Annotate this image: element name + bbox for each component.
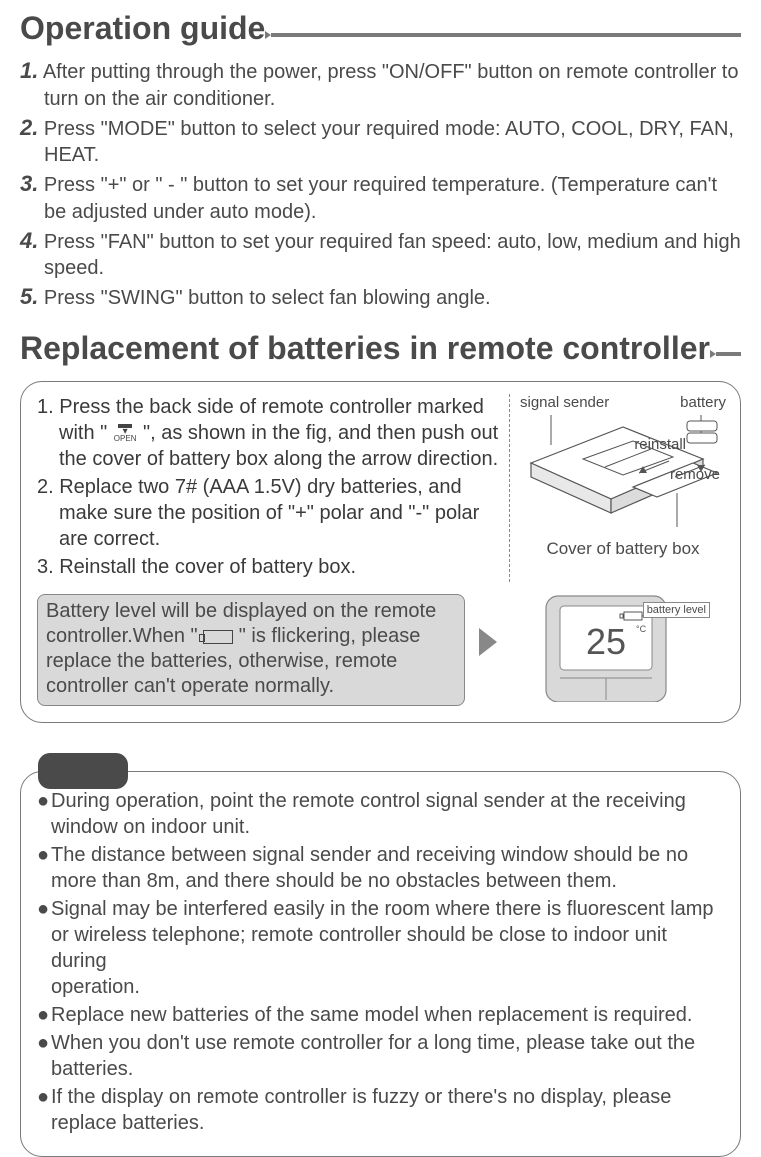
step-4: 4. Press "FAN" button to set your requir… [20,227,741,282]
note-fragment: controller.When " [46,625,198,647]
operation-guide-title: Operation guide [20,10,271,47]
step-3: 3. Press "+" or " - " button to set your… [20,170,741,225]
bullet-dot: ● [37,896,51,1000]
note-bullet: ● During operation, point the remote con… [37,788,724,840]
step-text-cont: be adjusted under auto mode). [20,199,741,225]
rstep-2: 2. Replace two 7# (AAA 1.5V) dry batteri… [37,474,501,552]
rstep-fragment: ", as shown in the fig, and then push ou… [143,422,498,444]
rstep-fragment: with " [59,422,107,444]
step-1: 1. After putting through the power, pres… [20,57,741,112]
rstep-text: 3. Reinstall the cover of battery box. [37,556,356,578]
step-number: 5. [20,284,38,309]
bullet-line: When you don't use remote controller for… [51,1032,695,1054]
bullet-line: batteries. [51,1056,724,1082]
note-line: replace the batteries, otherwise, remote [46,649,456,674]
note-line: Battery level will be displayed on the r… [46,599,456,624]
step-text: Press "FAN" button to set your required … [44,231,741,253]
battery-label: battery [680,394,726,411]
display-value-text: 25 [586,621,626,662]
replacement-header: Replacement of batteries in remote contr… [20,330,741,367]
step-number: 2. [20,115,38,140]
bullet-dot: ● [37,1084,51,1136]
bullet-dot: ● [37,842,51,894]
bullet-line: Signal may be interfered easily in the r… [51,898,714,920]
battery-note-box: Battery level will be displayed on the r… [37,594,465,706]
battery-level-label: battery level [643,602,710,618]
step-text-cont: HEAT. [20,142,741,168]
rstep-text-cont: with " ▾OPEN ", as shown in the fig, and… [37,420,501,446]
remote-front-diagram: 25 °C battery level [524,592,716,707]
rstep-text-cont: the cover of battery box along the arrow… [37,446,501,472]
note-tab [38,753,128,789]
operation-guide-header: Operation guide [20,10,741,47]
step-text: Press "SWING" button to select fan blowi… [44,287,491,309]
display-unit-text: °C [636,624,647,634]
reinstall-label: reinstall [634,436,686,453]
rstep-text: 1. Press the back side of remote control… [37,396,484,418]
note-bullet: ● Replace new batteries of the same mode… [37,1002,724,1028]
diagram-top-labels: signal sender battery [518,394,728,411]
notes-box: ● During operation, point the remote con… [20,771,741,1157]
bullet-dot: ● [37,1030,51,1082]
bullet-text: When you don't use remote controller for… [51,1030,724,1082]
bullet-text: If the display on remote controller is f… [51,1084,724,1136]
rstep-1: 1. Press the back side of remote control… [37,394,501,472]
step-text: After putting through the power, press "… [43,61,739,83]
step-text: Press "MODE" button to select your requi… [44,118,734,140]
replacement-title: Replacement of batteries in remote contr… [20,330,716,367]
note-fragment: " is flickering, please [239,625,421,647]
bullet-text: Signal may be interfered easily in the r… [51,896,724,1000]
header-rule [716,352,741,356]
bullet-dot: ● [37,1002,51,1028]
note-line: controller can't operate normally. [46,674,456,699]
replacement-box: 1. Press the back side of remote control… [20,381,741,723]
step-2: 2. Press "MODE" button to select your re… [20,114,741,169]
rstep-text: 2. Replace two 7# (AAA 1.5V) dry batteri… [37,476,462,498]
bullet-text: During operation, point the remote contr… [51,788,724,840]
note-bullet: ● The distance between signal sender and… [37,842,724,894]
note-line: controller.When " " is flickering, pleas… [46,624,456,649]
bullet-line: window on indoor unit. [51,814,724,840]
signal-sender-label: signal sender [520,394,609,411]
bullet-dot: ● [37,788,51,840]
bullet-line: The distance between signal sender and r… [51,844,688,866]
replacement-steps: 1. Press the back side of remote control… [37,394,510,582]
arrow-right-icon [479,628,497,656]
bullet-line: If the display on remote controller is f… [51,1086,671,1108]
operation-steps: 1. After putting through the power, pres… [20,57,741,312]
step-5: 5. Press "SWING" button to select fan bl… [20,283,741,312]
remove-label: remove [670,466,720,483]
note-bullet: ● Signal may be interfered easily in the… [37,896,724,1000]
cover-label: Cover of battery box [518,539,728,559]
rstep-3: 3. Reinstall the cover of battery box. [37,554,501,580]
step-number: 3. [20,171,38,196]
step-number: 4. [20,228,38,253]
note-bullet: ● When you don't use remote controller f… [37,1030,724,1082]
remote-diagram: signal sender battery [518,394,728,582]
replacement-inner: 1. Press the back side of remote control… [37,394,728,582]
bullet-line: operation. [51,974,724,1000]
bullet-line: replace batteries. [51,1110,724,1136]
bullet-line: Replace new batteries of the same model … [51,1004,692,1026]
bullet-line: more than 8m, and there should be no obs… [51,868,724,894]
open-label: OPEN [114,435,137,443]
battery-level-icon [203,630,233,644]
step-text-cont: speed. [20,255,741,281]
rstep-text-cont: are correct. [37,526,501,552]
bullet-text: Replace new batteries of the same model … [51,1002,724,1028]
bullet-line: During operation, point the remote contr… [51,790,686,812]
step-text-cont: turn on the air conditioner. [20,86,741,112]
note-bullet: ● If the display on remote controller is… [37,1084,724,1136]
rstep-text-cont: make sure the position of "+" polar and … [37,500,501,526]
step-number: 1. [20,58,38,83]
step-text: Press "+" or " - " button to set your re… [44,174,717,196]
header-rule [271,33,741,37]
bullet-text: The distance between signal sender and r… [51,842,724,894]
bullet-line: or wireless telephone; remote controller… [51,922,724,974]
open-icon: ▾OPEN [114,424,137,443]
